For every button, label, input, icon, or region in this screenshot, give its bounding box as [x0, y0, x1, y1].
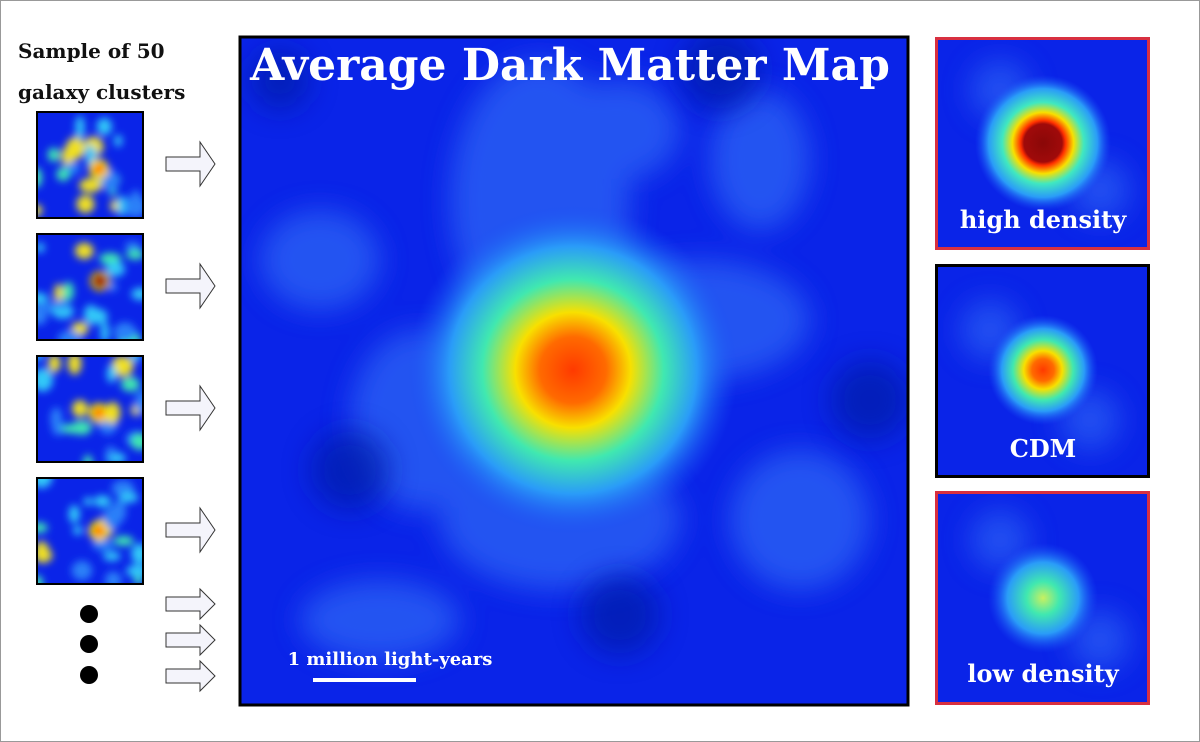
thumbnail-border [36, 477, 144, 585]
thumbnail [36, 233, 144, 341]
ellipsis-dot [80, 605, 98, 623]
arrow [165, 506, 216, 554]
panel-label: low density [967, 659, 1119, 688]
panel-map [935, 491, 1150, 705]
arrow [165, 262, 216, 310]
arrow [165, 659, 216, 693]
scale-label: 1 million light-years [288, 649, 493, 670]
arrow [165, 140, 216, 188]
arrows [165, 140, 216, 693]
panel-label: CDM [1010, 434, 1076, 463]
cluster-thumbnails [36, 111, 144, 585]
thumbnail-border [36, 233, 144, 341]
panel-label: high density [960, 205, 1127, 234]
arrow [165, 384, 216, 432]
map-title: Average Dark Matter Map [249, 40, 890, 91]
caption-line: Sample of 50 [18, 39, 165, 63]
main-map-border [238, 35, 910, 707]
ellipsis-dot [80, 666, 98, 684]
main-map [240, 37, 908, 705]
thumbnail [36, 355, 144, 463]
panel-border [935, 264, 1150, 478]
thumbnail-border [36, 355, 144, 463]
thumbnail-border [36, 111, 144, 219]
panel-border [935, 491, 1150, 705]
thumbnail [36, 111, 144, 219]
panel-map [935, 264, 1150, 478]
arrow [165, 587, 216, 621]
panel-border [935, 37, 1150, 250]
panel-map [935, 37, 1150, 250]
thumbnail [36, 477, 144, 585]
ellipsis-dot [80, 635, 98, 653]
caption-line: galaxy clusters [18, 80, 185, 104]
arrow [165, 623, 216, 657]
